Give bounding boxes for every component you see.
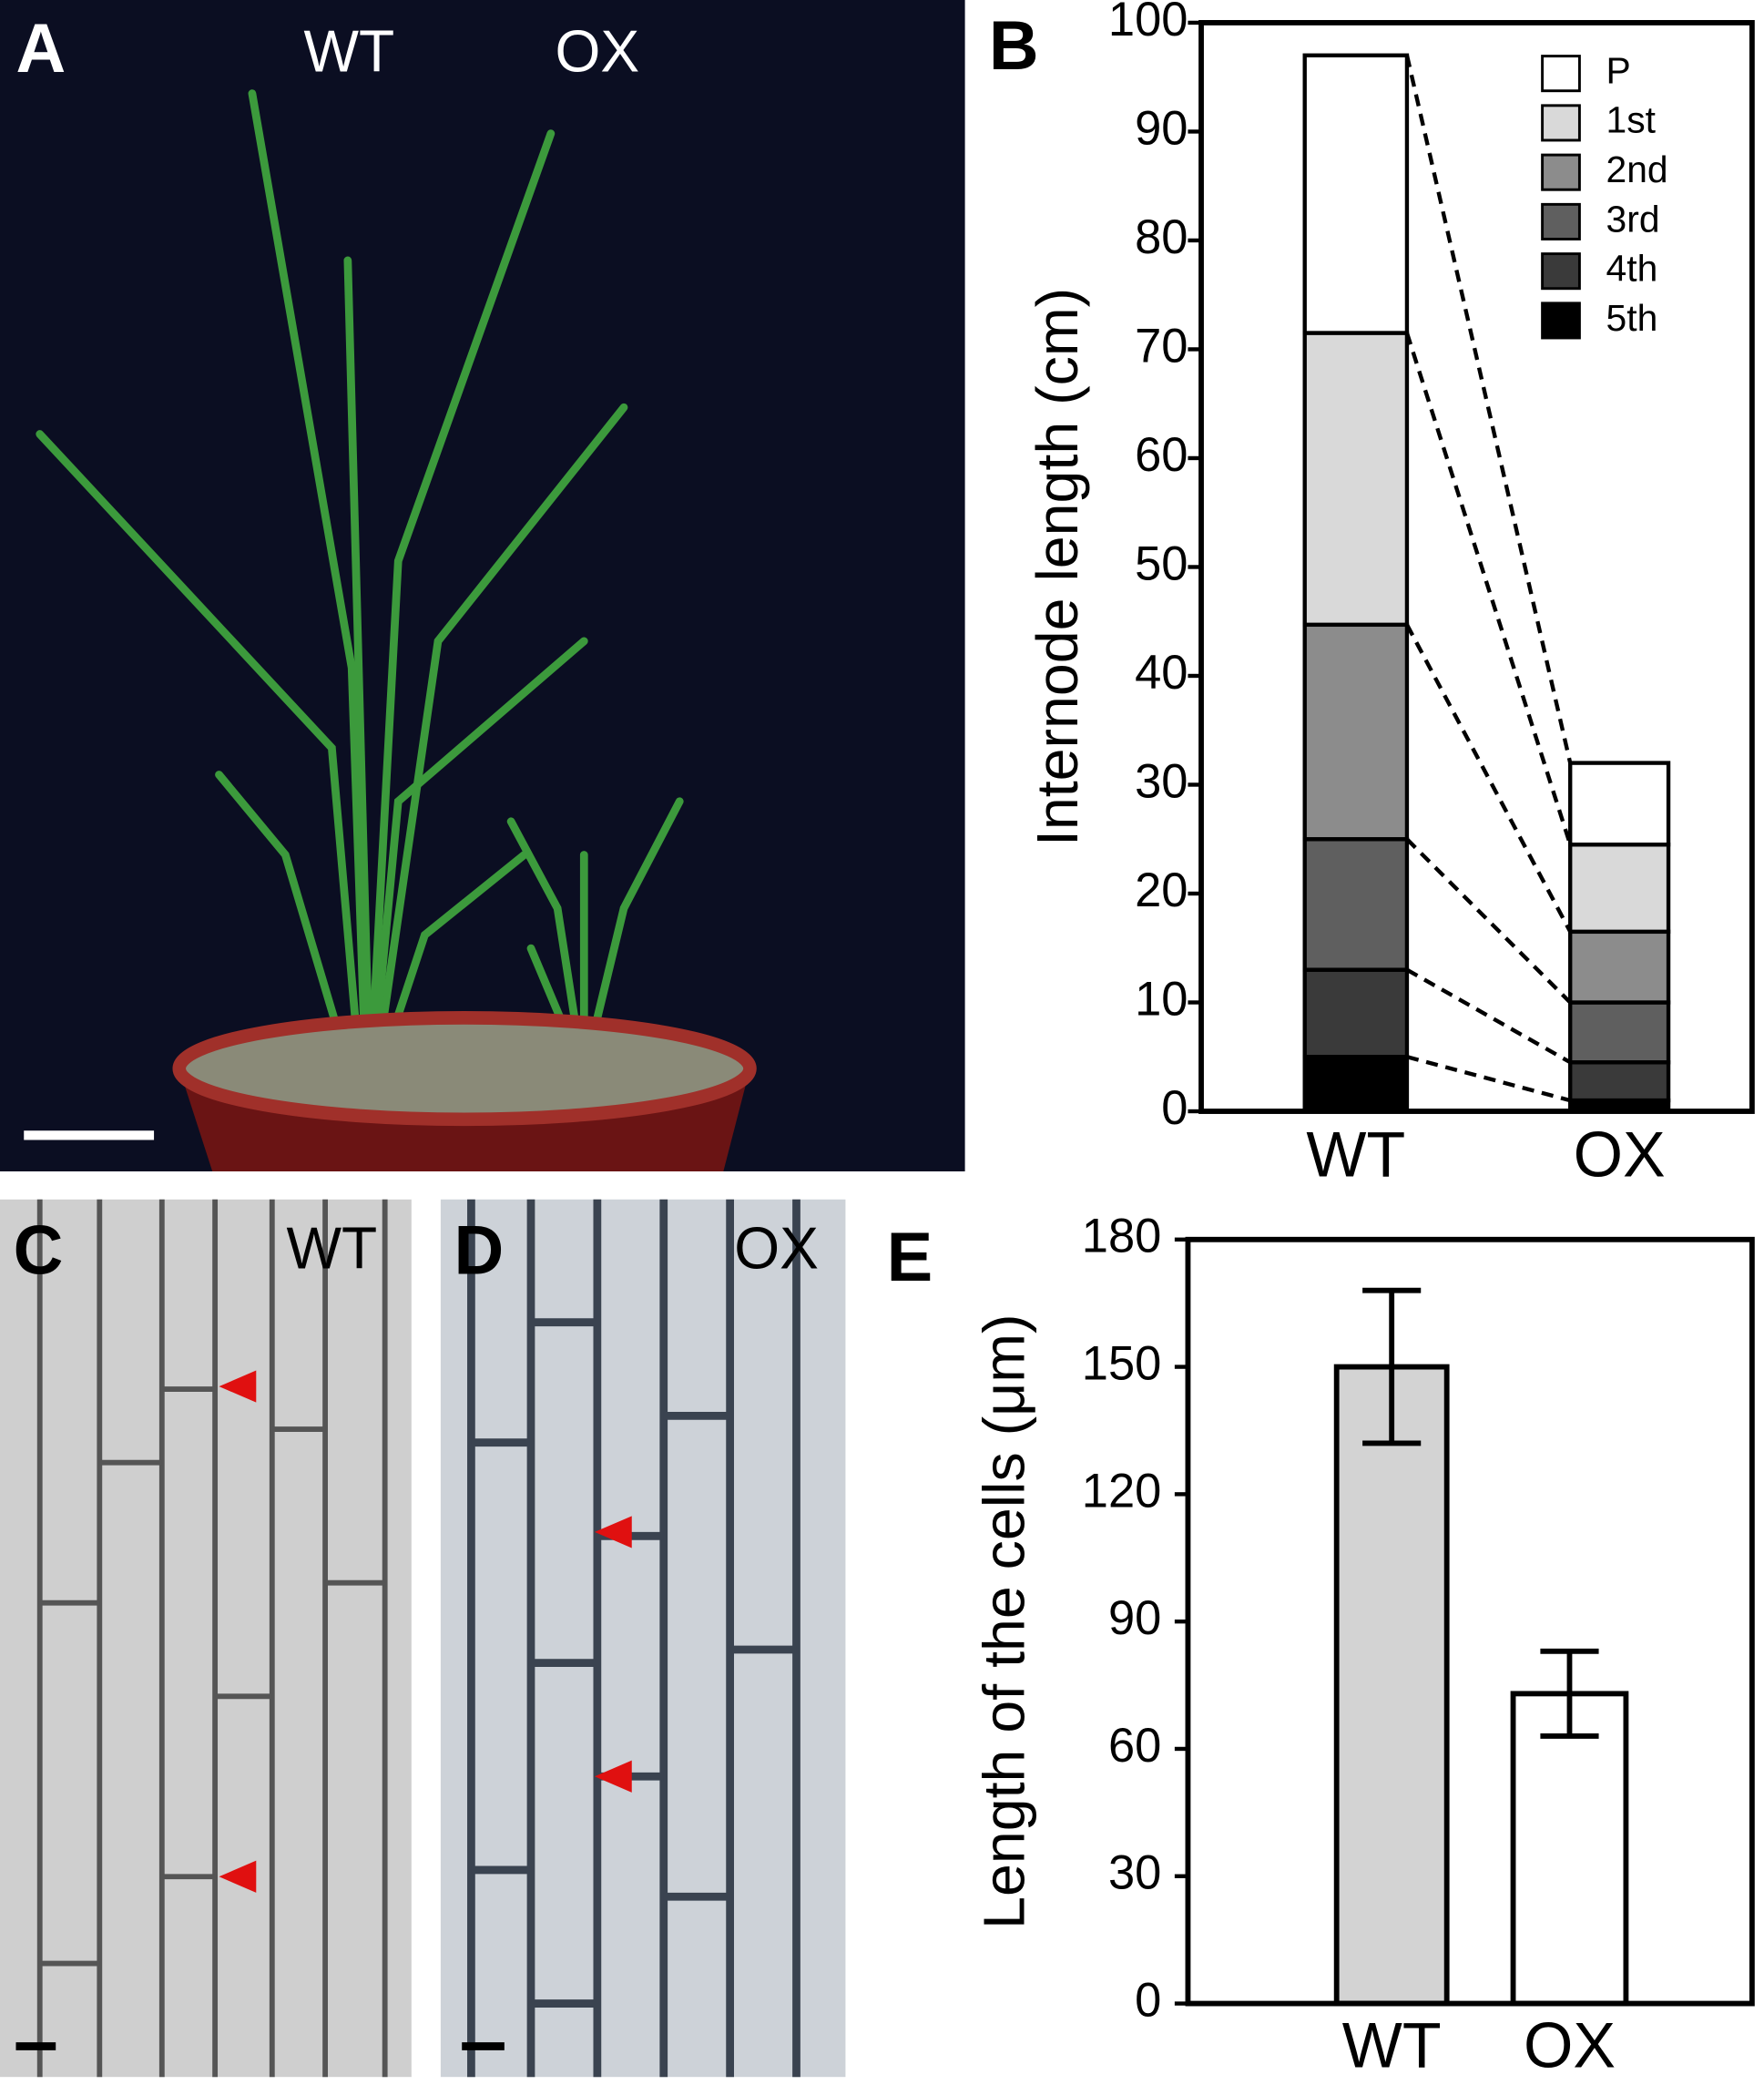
bar-segment — [1302, 53, 1410, 335]
legend-label: 3rd — [1606, 198, 1660, 240]
x-tick-label: OX — [1574, 1118, 1666, 1190]
y-tick-label: 0 — [1161, 1081, 1188, 1135]
panel-label: A — [15, 10, 66, 87]
legend-label: 1st — [1606, 99, 1657, 141]
legend-label: 4th — [1606, 247, 1658, 289]
x-tick-label: WT — [1306, 1118, 1405, 1190]
photo-label: WT — [287, 1215, 378, 1281]
y-tick-label: 90 — [1135, 101, 1188, 155]
legend-swatch — [1541, 104, 1581, 142]
y-tick-label: 40 — [1135, 646, 1188, 700]
legend-swatch — [1541, 252, 1581, 291]
connector — [1404, 332, 1573, 845]
panel-label: D — [454, 1211, 504, 1289]
connector — [1406, 1055, 1571, 1103]
legend-swatch — [1541, 153, 1581, 191]
bar-segment — [1568, 761, 1671, 847]
bar-segment — [1568, 1000, 1671, 1065]
legend-swatch — [1541, 202, 1581, 240]
y-tick-label: 80 — [1135, 210, 1188, 264]
plot-frame — [1185, 1236, 1755, 2007]
plot-frame — [1198, 19, 1755, 1114]
legend-label: 2nd — [1606, 148, 1668, 190]
y-tick-label: 60 — [1135, 428, 1188, 482]
panel-label: C — [14, 1211, 64, 1289]
legend-swatch — [1541, 302, 1581, 340]
bar-segment — [1568, 1060, 1671, 1103]
photo-a: A WT OX — [0, 0, 965, 1172]
panel-label: B — [989, 7, 1039, 85]
connector — [1405, 837, 1572, 1005]
connector — [1404, 55, 1573, 764]
y-tick-label: 100 — [1108, 0, 1188, 46]
bar-segment — [1302, 622, 1410, 842]
bar-segment — [1568, 929, 1671, 1005]
connector — [1405, 623, 1573, 933]
y-axis-label: Internode length (cm) — [1025, 288, 1090, 846]
y-tick-label: 0 — [1135, 1973, 1161, 2027]
x-tick-label: OX — [1524, 2008, 1616, 2080]
y-tick-label: 90 — [1108, 1591, 1161, 1645]
bar-segment — [1302, 1055, 1410, 1114]
y-tick-label: 30 — [1135, 754, 1188, 808]
bar-segment — [1302, 837, 1410, 972]
y-tick-label: 180 — [1082, 1210, 1162, 1263]
y-tick-label: 10 — [1135, 972, 1188, 1026]
photo-d: D OX — [440, 1199, 846, 2078]
y-tick-label: 120 — [1082, 1464, 1162, 1518]
bar — [1510, 1691, 1629, 2007]
photo-c: C WT — [0, 1199, 412, 2078]
bar — [1333, 1364, 1450, 2007]
y-tick-label: 30 — [1108, 1846, 1161, 1900]
photo-label: OX — [556, 18, 640, 84]
legend-label: P — [1606, 49, 1631, 91]
y-tick-label: 60 — [1108, 1719, 1161, 1773]
y-tick-label: 150 — [1082, 1336, 1162, 1390]
bar-segment — [1302, 967, 1410, 1059]
x-tick-label: WT — [1342, 2008, 1442, 2080]
y-axis-label: Length of the cells (μm) — [972, 1313, 1037, 1928]
photo-label: OX — [734, 1215, 819, 1281]
y-tick-label: 20 — [1135, 864, 1188, 917]
y-tick-label: 70 — [1135, 319, 1188, 373]
y-tick-label: 50 — [1135, 537, 1188, 590]
legend-label: 5th — [1606, 297, 1658, 339]
legend-swatch — [1541, 55, 1581, 93]
bar-segment — [1568, 843, 1671, 935]
bar-segment — [1302, 331, 1410, 628]
connector — [1405, 967, 1572, 1065]
photo-label: WT — [303, 18, 394, 84]
panel-label: E — [887, 1219, 933, 1296]
